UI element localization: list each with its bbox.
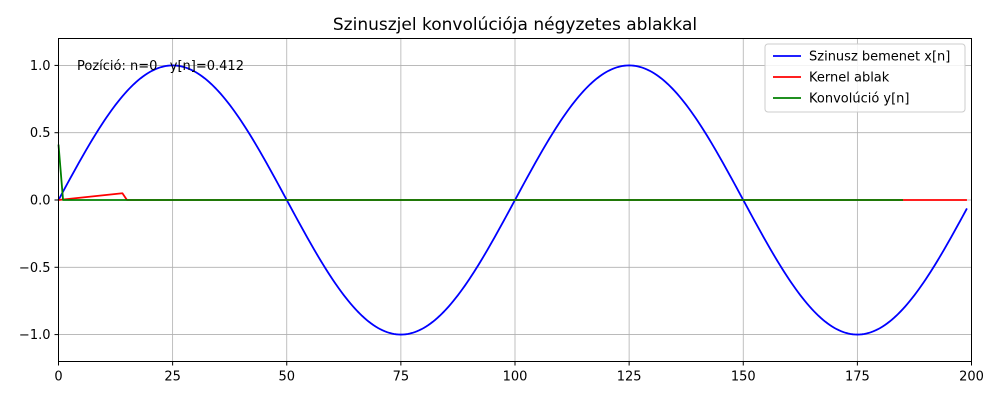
- x-tick-label: 150: [731, 370, 756, 385]
- x-tick-label: 100: [503, 370, 528, 385]
- y-axis: −1.0 −0.5 0.0 0.5 1.0: [19, 59, 59, 343]
- series-line-konvol-ci-y-n: [57, 144, 904, 201]
- y-tick-label: −1.0: [19, 328, 51, 343]
- y-tick-label: 0.0: [30, 194, 51, 209]
- x-tick-label: 50: [278, 370, 295, 385]
- legend-box: [764, 43, 966, 113]
- legend-label: Konvolúció y[n]: [809, 92, 910, 107]
- chart-title: Szinuszjel konvolúciója négyzetes ablakk…: [333, 15, 697, 35]
- x-tick-label: 175: [845, 370, 870, 385]
- legend-label: Kernel ablak: [809, 71, 890, 86]
- y-tick-label: −0.5: [19, 261, 51, 276]
- series-line-szinusz-bemenet-x-n: [57, 64, 968, 336]
- position-annotation: Pozíció: n=0 y[n]=0.412: [77, 59, 244, 74]
- x-tick-label: 0: [54, 370, 62, 385]
- y-tick-label: 1.0: [30, 59, 51, 74]
- x-tick-label: 75: [393, 370, 410, 385]
- x-axis: 0 25 50 75 100 125 150 175 200: [54, 361, 984, 385]
- x-tick-label: 125: [617, 370, 642, 385]
- legend: Szinusz bemenet x[n] Kernel ablak Konvolúc…: [764, 43, 966, 113]
- x-tick-label: 200: [959, 370, 984, 385]
- series-lines: [57, 64, 968, 336]
- legend-label: Szinusz bemenet x[n]: [809, 50, 950, 65]
- series-line-kernel-ablak: [58, 192, 967, 201]
- x-tick-label: 25: [164, 370, 181, 385]
- y-tick-label: 0.5: [30, 126, 51, 141]
